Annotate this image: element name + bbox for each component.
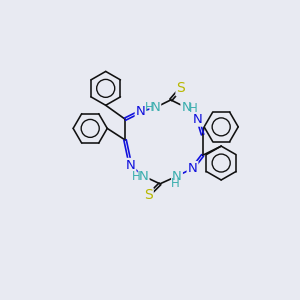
Text: N: N <box>139 169 148 183</box>
Text: N: N <box>136 105 146 118</box>
Text: H: H <box>145 101 154 114</box>
Text: N: N <box>150 101 160 114</box>
Text: N: N <box>172 169 182 183</box>
Text: N: N <box>193 113 203 126</box>
Text: N: N <box>126 159 135 172</box>
Text: S: S <box>144 188 153 203</box>
Text: N: N <box>182 101 191 114</box>
Text: H: H <box>189 102 198 115</box>
Text: H: H <box>171 177 180 190</box>
Text: H: H <box>132 170 140 183</box>
Text: N: N <box>188 162 197 175</box>
Text: S: S <box>176 81 185 95</box>
